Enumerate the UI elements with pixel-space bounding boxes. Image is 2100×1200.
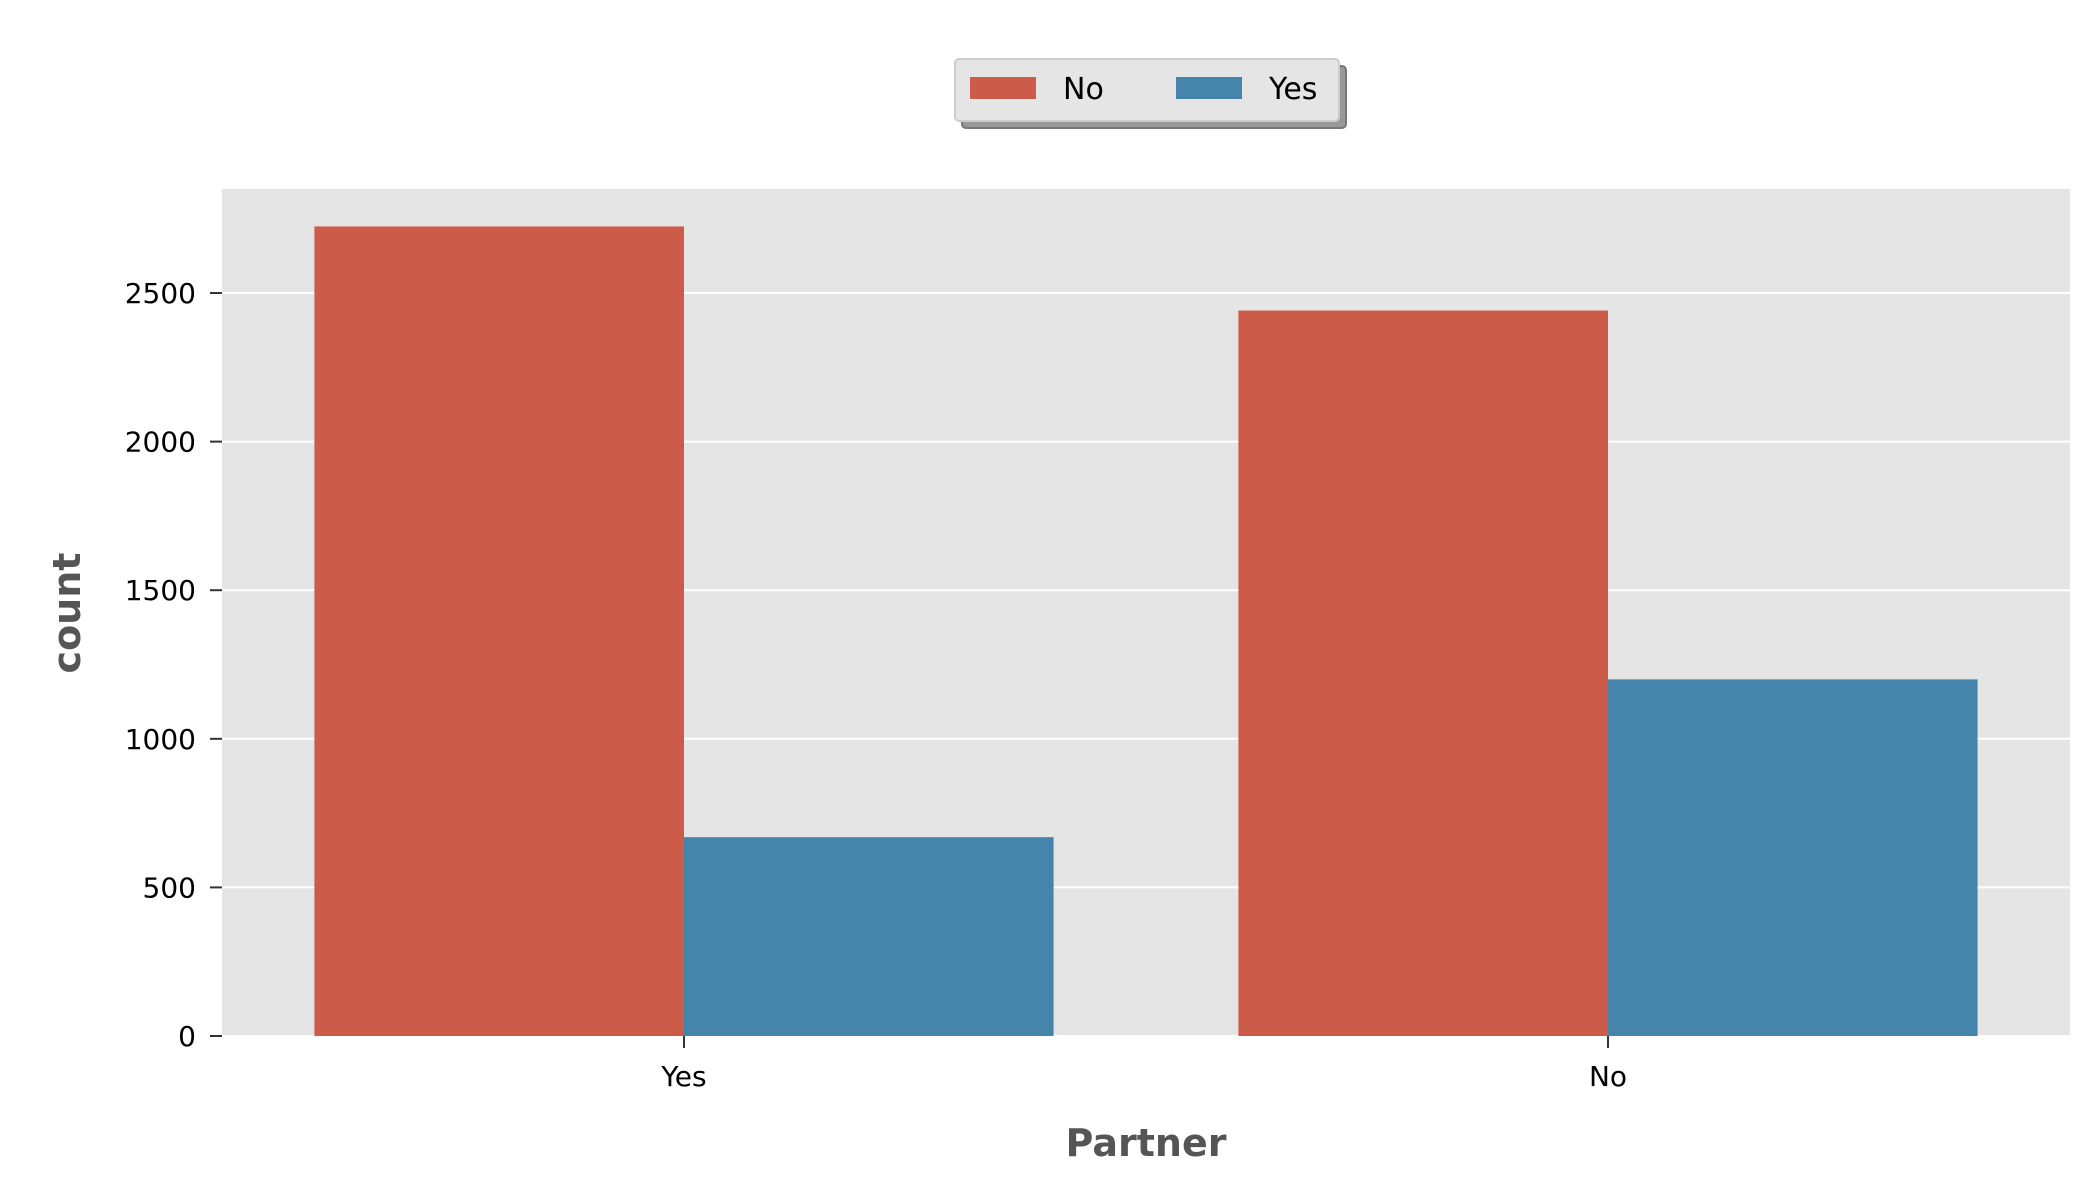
- y-axis: 0 500 1000 1500 2000 2500: [125, 277, 222, 1053]
- bars: [314, 226, 1978, 1037]
- x-axis: Yes No: [660, 1036, 1627, 1093]
- y-tick-label: 2500: [125, 277, 196, 310]
- bar-no-yes: [314, 226, 684, 1037]
- bar-yes-yes: [684, 837, 1054, 1036]
- legend: No Yes: [954, 58, 1347, 129]
- legend-box: [954, 58, 1340, 122]
- bar-yes-no: [1608, 679, 1978, 1036]
- y-tick-label: 2000: [125, 426, 196, 459]
- y-tick-label: 500: [143, 871, 196, 904]
- bar-no-no: [1238, 310, 1608, 1036]
- legend-label-yes: Yes: [1268, 72, 1317, 107]
- x-axis-title: Partner: [1066, 1121, 1227, 1165]
- x-tick-label: No: [1589, 1060, 1627, 1093]
- y-tick-label: 1500: [125, 574, 196, 607]
- x-tick-label: Yes: [660, 1060, 706, 1093]
- legend-swatch-no: [970, 77, 1036, 99]
- y-tick-label: 0: [178, 1020, 196, 1053]
- y-tick-label: 1000: [125, 723, 196, 756]
- legend-swatch-yes: [1176, 77, 1242, 99]
- y-axis-title: count: [45, 553, 89, 674]
- legend-label-no: No: [1063, 72, 1104, 107]
